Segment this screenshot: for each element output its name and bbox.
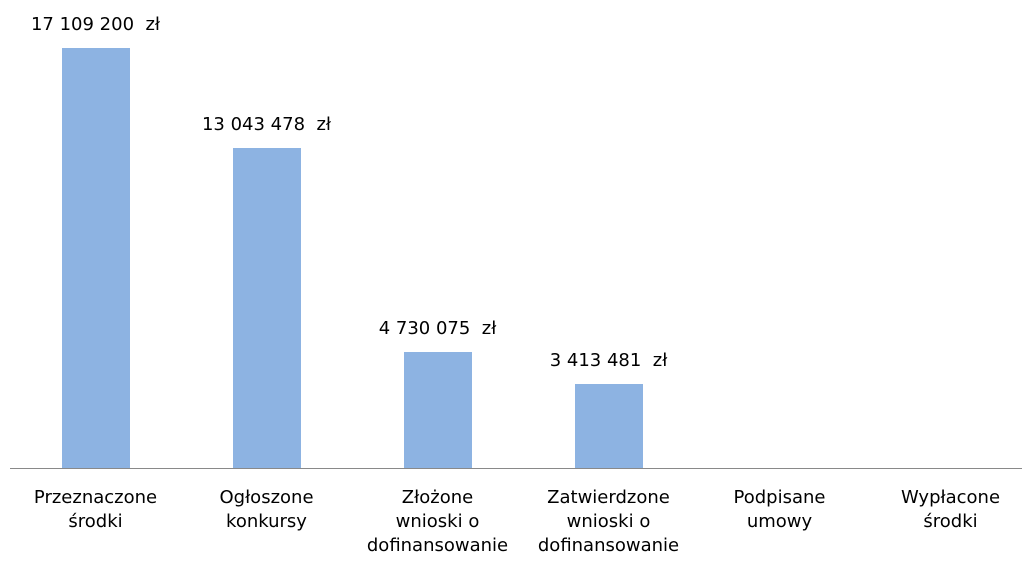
- x-tick-label: Złożone wnioski o dofinansowanie: [366, 487, 509, 556]
- data-label: 13 043 478 zł: [201, 113, 332, 135]
- data-label: 4 730 075 zł: [378, 317, 497, 339]
- x-tick-label: Podpisane umowy: [733, 487, 826, 532]
- x-axis-line: [10, 468, 1022, 469]
- bar: [574, 384, 643, 468]
- data-label: 17 109 200 zł: [30, 14, 161, 35]
- bar: [403, 351, 472, 468]
- x-tick-label: Ogłoszone konkursy: [219, 487, 314, 532]
- bar: [61, 48, 130, 468]
- bar: [232, 147, 301, 468]
- data-label: 3 413 481 zł: [549, 350, 668, 372]
- x-tick-label: Przeznaczone środki: [33, 487, 158, 532]
- x-tick-label: Wypłacone środki: [900, 487, 1001, 532]
- x-tick-label: Zatwierdzone wnioski o dofinansowanie: [537, 487, 680, 556]
